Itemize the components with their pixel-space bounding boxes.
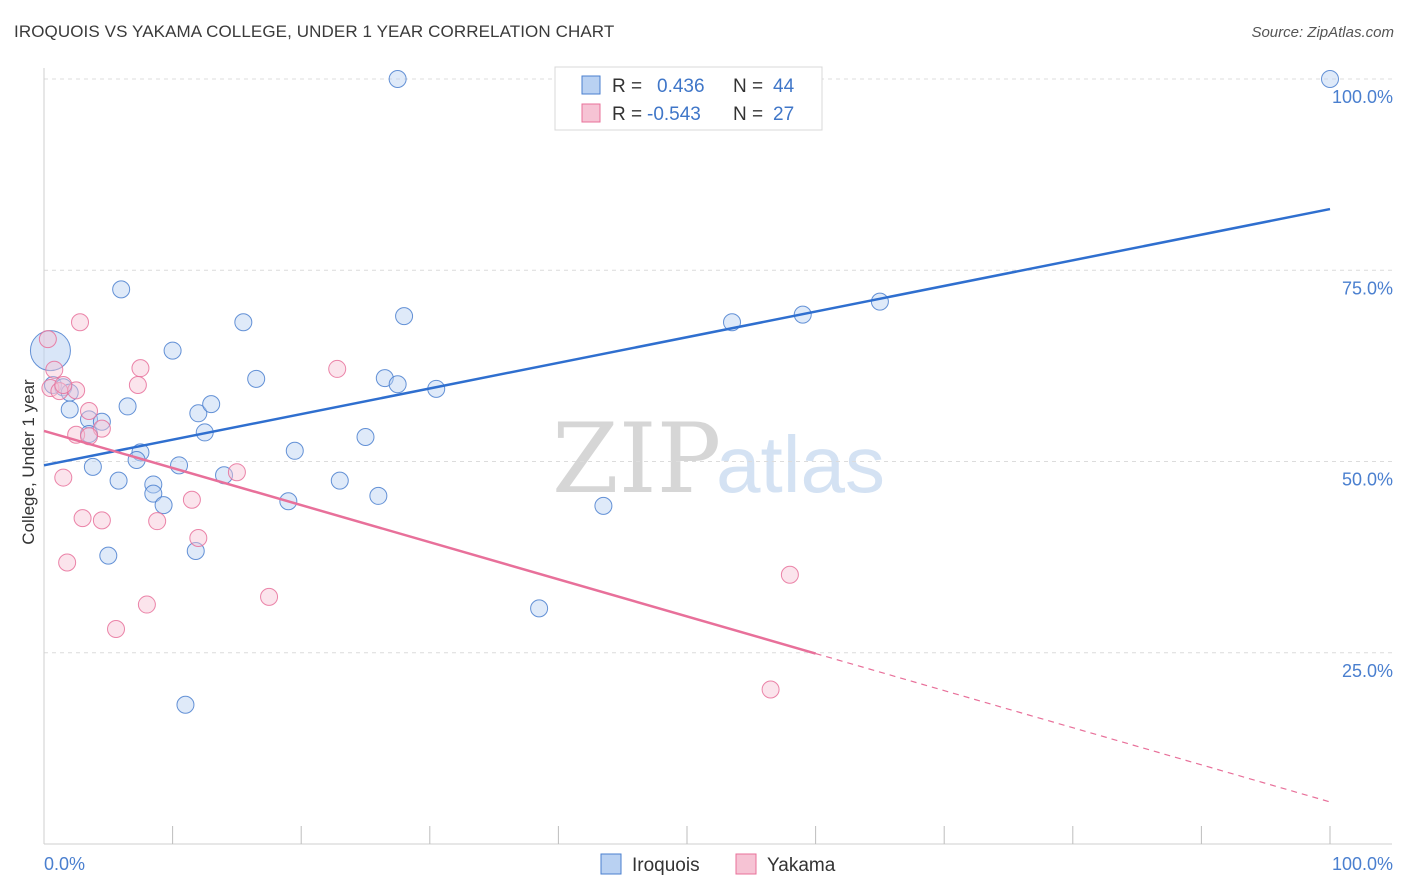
yakama-point-24: [107, 620, 126, 639]
yakama-point-13: [54, 468, 73, 487]
yakama-point-8: [328, 359, 347, 378]
iroquois-point-42: [176, 695, 195, 714]
iroquois-point-27: [356, 428, 375, 447]
iroquois-point-8: [388, 375, 407, 394]
watermark-atlas: atlas: [716, 420, 885, 509]
yakama-point-19: [189, 529, 208, 547]
iroquois-point-36: [594, 496, 613, 515]
legend-n-label-yakama: N =: [733, 104, 763, 125]
data-points: [29, 70, 1339, 714]
yakama-point-21: [780, 565, 799, 584]
yakama-point-7: [128, 376, 147, 394]
legend-swatch-iroquois: [581, 75, 601, 95]
iroquois-point-29: [144, 475, 163, 494]
iroquois-point-38: [870, 292, 889, 311]
iroquois-point-1: [1321, 70, 1339, 88]
iroquois-point-39: [99, 546, 118, 565]
legend-r-label-iroquois: R =: [612, 76, 642, 97]
yakama-point-23: [137, 595, 156, 614]
iroquois-point-25: [83, 457, 102, 476]
y-tick-label-0: 25.0%: [1342, 661, 1393, 681]
bottom-legend-swatch-iroquois: [600, 853, 622, 875]
yakama-point-26: [54, 376, 73, 394]
iroquois-point-26: [285, 441, 304, 460]
yakama-trend-extension: [815, 652, 1331, 803]
legend-n-label-iroquois: N =: [733, 76, 763, 97]
legend-r-label-yakama: R =: [612, 104, 642, 125]
y-tick-labels: 25.0% 50.0% 75.0% 100.0%: [1332, 87, 1393, 681]
iroquois-point-32: [330, 471, 349, 490]
bottom-legend-swatch-yakama: [735, 853, 757, 875]
iroquois-point-41: [530, 599, 549, 618]
yakama-point-14: [227, 463, 246, 482]
bottom-legend-label-iroquois: Iroquois: [632, 855, 700, 876]
iroquois-point-18: [189, 404, 208, 423]
legend-r-value-yakama: -0.543: [647, 104, 701, 125]
yakama-point-15: [182, 490, 201, 509]
chart-title: IROQUOIS VS YAKAMA COLLEGE, UNDER 1 YEAR…: [14, 22, 615, 41]
iroquois-point-33: [369, 486, 388, 505]
yakama-point-20: [58, 553, 77, 572]
iroquois-point-6: [395, 307, 414, 326]
iroquois-point-5: [247, 369, 266, 388]
iroquois-point-4: [234, 313, 253, 332]
y-axis-label: College, Under 1 year: [19, 379, 38, 545]
iroquois-point-34: [154, 496, 173, 515]
yakama-point-16: [73, 509, 92, 528]
axes: [43, 68, 1392, 845]
grid-lines: [44, 78, 1392, 654]
x-tick-labels: 0.0% 100.0%: [44, 854, 1393, 874]
y-tick-label-2: 75.0%: [1342, 278, 1393, 298]
bottom-legend: Iroquois Yakama: [600, 853, 836, 876]
yakama-point-0: [38, 330, 57, 349]
iroquois-point-14: [60, 400, 79, 419]
yakama-point-9: [80, 402, 99, 421]
legend: R = 0.436 N = 44 R = -0.543 N = 27: [554, 66, 823, 131]
iroquois-point-28: [109, 471, 128, 490]
iroquois-trend-line: [43, 207, 1331, 467]
watermark: ZIP atlas: [552, 403, 885, 515]
legend-swatch-yakama: [581, 103, 601, 123]
iroquois-point-17: [118, 397, 137, 416]
y-tick-label-1: 50.0%: [1342, 470, 1393, 490]
bottom-legend-label-yakama: Yakama: [767, 855, 836, 876]
y-tick-label-3: 100.0%: [1332, 87, 1393, 107]
legend-r-value-iroquois: 0.436: [657, 76, 705, 97]
trend-lines: [43, 207, 1331, 803]
x-tick-label-100: 100.0%: [1332, 854, 1393, 874]
iroquois-point-3: [163, 341, 182, 360]
iroquois-point-16: [92, 412, 111, 431]
legend-n-value-iroquois: 44: [773, 76, 795, 97]
yakama-point-2: [45, 360, 64, 379]
yakama-point-17: [92, 511, 111, 530]
iroquois-point-19: [202, 395, 221, 414]
iroquois-point-0: [388, 70, 407, 88]
x-tick-label-0: 0.0%: [44, 854, 85, 874]
watermark-zip: ZIP: [552, 403, 721, 515]
yakama-point-18: [148, 512, 167, 531]
iroquois-point-30: [144, 484, 163, 503]
yakama-point-6: [131, 359, 150, 378]
yakama-trend-line: [43, 429, 816, 655]
source-credit: Source: ZipAtlas.com: [1251, 24, 1394, 41]
yakama-point-22: [260, 587, 279, 606]
yakama-point-25: [761, 680, 780, 699]
legend-n-value-yakama: 27: [773, 104, 794, 125]
iroquois-point-2: [112, 280, 131, 299]
yakama-point-1: [71, 313, 90, 332]
